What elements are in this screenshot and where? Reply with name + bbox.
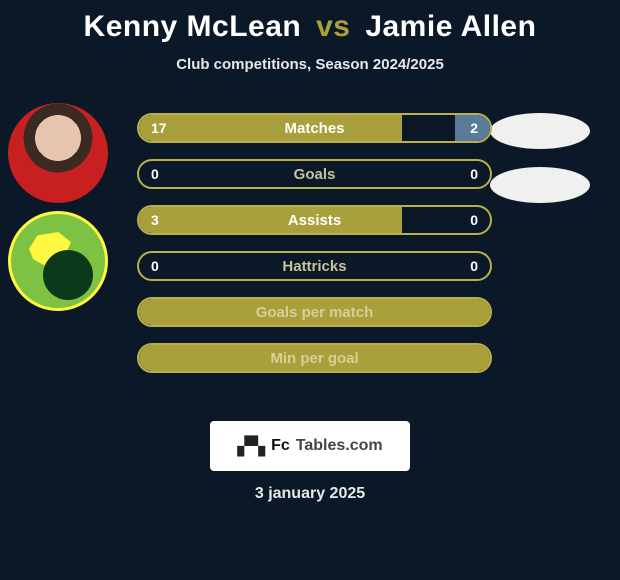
chart-icon: ▞▚ [237,436,265,457]
stat-row: 30Assists [137,205,492,235]
stat-row: 00Goals [137,159,492,189]
stat-label: Goals [139,166,490,183]
player1-avatar [8,103,108,203]
tables-text: Tables.com [296,437,383,455]
fc-text: Fc [271,437,290,455]
player2-placeholder-1 [490,113,590,149]
subtitle: Club competitions, Season 2024/2025 [0,56,620,73]
stat-row: Min per goal [137,343,492,373]
date-text: 3 january 2025 [0,485,620,503]
stat-label: Goals per match [139,304,490,321]
stat-row: Goals per match [137,297,492,327]
stat-row: 00Hattricks [137,251,492,281]
player2-avatar-column [490,113,600,221]
avatar-column [8,103,118,319]
player2-placeholder-2 [490,167,590,203]
player2-name: Jamie Allen [365,10,536,43]
stat-label: Matches [139,120,490,137]
stat-row: 172Matches [137,113,492,143]
player1-name: Kenny McLean [84,10,302,43]
vs-text: vs [316,10,350,43]
fctables-badge: ▞▚ Fc Tables.com [210,421,410,471]
stats-content: 172Matches 00Goals 30Assists 00Hattricks Goa… [0,103,620,403]
badge-ball-icon [43,250,93,300]
club-badge [8,211,108,311]
stat-label: Min per goal [139,350,490,367]
stat-bars: 172Matches 00Goals 30Assists 00Hattricks Goa… [137,113,492,389]
stat-label: Assists [139,212,490,229]
comparison-title: Kenny McLean vs Jamie Allen [0,0,620,44]
stat-label: Hattricks [139,258,490,275]
